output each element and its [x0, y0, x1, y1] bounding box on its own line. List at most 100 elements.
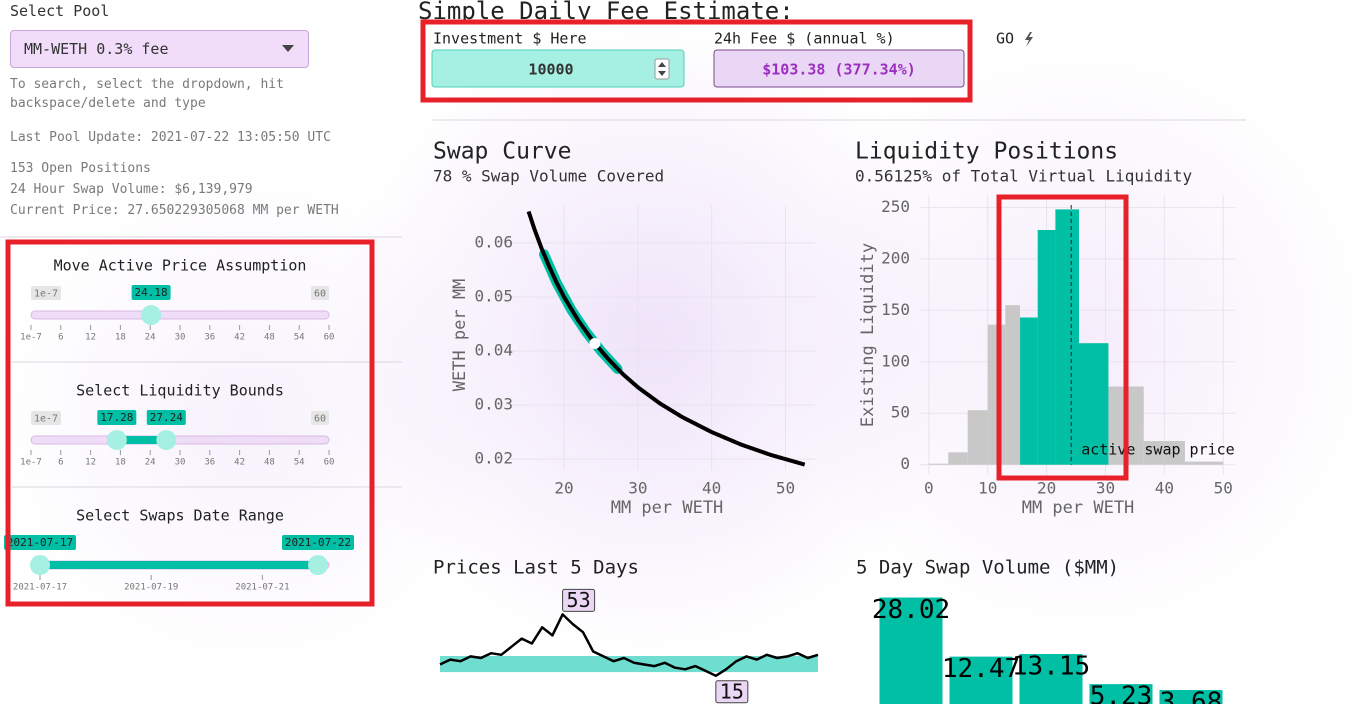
slider-handle [141, 305, 162, 325]
swap-volume: 24 Hour Swap Volume: $6,139,979 [10, 182, 253, 197]
price-label: 53 [567, 588, 591, 612]
slider-tick-label: 24 [145, 333, 156, 343]
slider-handle [106, 430, 127, 450]
histogram-bar [1005, 305, 1021, 465]
go-button[interactable]: GO [996, 30, 1033, 48]
x-axis-label: MM per WETH [611, 498, 724, 518]
volume-bar [879, 597, 943, 704]
last-update: Last Pool Update: 2021-07-22 13:05:50 UT… [10, 130, 331, 145]
slider-tick-label: 1e-7 [20, 333, 42, 343]
swap-curve [526, 210, 806, 467]
investment-input[interactable] [431, 49, 685, 88]
x-tick-label: 30 [1096, 479, 1115, 498]
slider-tick-label: 36 [204, 458, 215, 468]
x-axis-label: MM per WETH [1022, 498, 1135, 518]
range-label: 1e-7 [34, 289, 58, 300]
investment-value: 10000 [528, 61, 573, 79]
volume-bar [949, 656, 1013, 704]
separators [0, 119, 1246, 488]
slider-tick-label: 42 [234, 333, 245, 343]
slider-title: Select Liquidity Bounds [76, 382, 284, 400]
handle-label-box [146, 410, 186, 425]
range-label-box [31, 411, 61, 425]
slider-handle [308, 555, 328, 575]
x-tick-label: 50 [1214, 479, 1233, 498]
slider-tick-label: 12 [85, 458, 96, 468]
handle-label-box [4, 535, 76, 550]
histogram-bar [1164, 441, 1185, 465]
histogram-bar [967, 410, 988, 465]
chart-title: Swap Curve [433, 139, 571, 165]
histogram-bar [1184, 461, 1224, 465]
slider-tick-label: 1e-7 [20, 458, 42, 468]
active-point [589, 337, 601, 349]
y-tick-label: 0.02 [474, 449, 513, 468]
x-tick-label: 20 [554, 479, 573, 498]
slider-handle [30, 555, 50, 575]
value-label: 5.23 [1090, 682, 1153, 704]
pool-value: MM-WETH 0.3% fee [24, 40, 169, 58]
fee-value: $103.38 (377.34%) [762, 61, 916, 79]
histogram-bar [1143, 441, 1165, 465]
y-tick-label: 150 [881, 300, 910, 319]
y-tick-label: 50 [891, 403, 910, 422]
y-tick-label: 0 [900, 454, 910, 473]
sliders: Move Active Price Assumption 1e-7 60 1e-7 6 1… [4, 257, 354, 593]
search-hint: To search, select the dropdown, hit back… [10, 77, 284, 111]
histogram-bar [1037, 230, 1056, 465]
slider-tick-label: 60 [324, 458, 335, 468]
fee-label: 24h Fee $ (annual %) [714, 30, 895, 48]
slider-tick-label: 60 [324, 333, 335, 343]
slider-tick-label: 30 [175, 333, 186, 343]
handle-label: 2021-07-17 [7, 536, 73, 549]
slider-tick-label: 12 [85, 333, 96, 343]
highlight-box [996, 194, 1129, 481]
histogram-bar [948, 452, 968, 465]
pool-dropdown[interactable]: MM-WETH 0.3% fee [10, 30, 309, 68]
range-label: 60 [314, 414, 326, 425]
handle-label: 27.24 [150, 411, 183, 424]
handle-label-box [282, 535, 354, 550]
y-tick-label: 200 [881, 248, 910, 267]
value-label: 3.68 [1160, 688, 1223, 704]
histogram-bar [928, 463, 949, 465]
y-axis-label: WETH per MM [450, 279, 470, 392]
handle-label: 24.18 [135, 286, 168, 299]
slider-title: Select Swaps Date Range [76, 507, 284, 525]
chart-title: Liquidity Positions [855, 139, 1118, 165]
highlight-box [420, 19, 973, 103]
price-band [440, 655, 818, 673]
slider-tick-label: 18 [115, 458, 126, 468]
histogram-bar [1055, 209, 1079, 465]
current-price: Current Price: 27.650229305068 MM per WE… [10, 203, 339, 218]
x-tick-label: 40 [1155, 479, 1174, 498]
slider-tick-label: 2021-07-21 [235, 583, 289, 593]
value-label: 12.47 [942, 654, 1020, 684]
range-label-box [311, 286, 329, 300]
pool-label: Select Pool [10, 2, 110, 20]
slider-title: Move Active Price Assumption [54, 257, 307, 275]
x-tick-label: 40 [702, 479, 721, 498]
range-label-box [31, 286, 61, 300]
x-tick-label: 50 [776, 479, 795, 498]
open-positions: 153 Open Positions [10, 161, 151, 176]
fee-output [713, 49, 965, 88]
slider-tick-label: 42 [234, 458, 245, 468]
slider-tick-label: 18 [115, 333, 126, 343]
bolt-icon [1025, 32, 1033, 47]
go-label: GO [996, 30, 1014, 48]
y-axis-label: Existing Liquidity [858, 243, 878, 427]
slider-tick-label: 54 [294, 458, 305, 468]
spinner[interactable] [654, 58, 670, 80]
price-label-box [562, 588, 596, 612]
handle-label: 17.28 [100, 411, 133, 424]
chart-subtitle: 0.56125% of Total Virtual Liquidity [855, 167, 1193, 186]
y-tick-label: 0.05 [474, 286, 513, 305]
range-label: 60 [314, 289, 326, 300]
slider-tick-label: 6 [58, 458, 63, 468]
slider-handle [156, 430, 177, 450]
y-tick-label: 0.03 [474, 395, 513, 414]
chart-subtitle: 78 % Swap Volume Covered [433, 167, 664, 186]
